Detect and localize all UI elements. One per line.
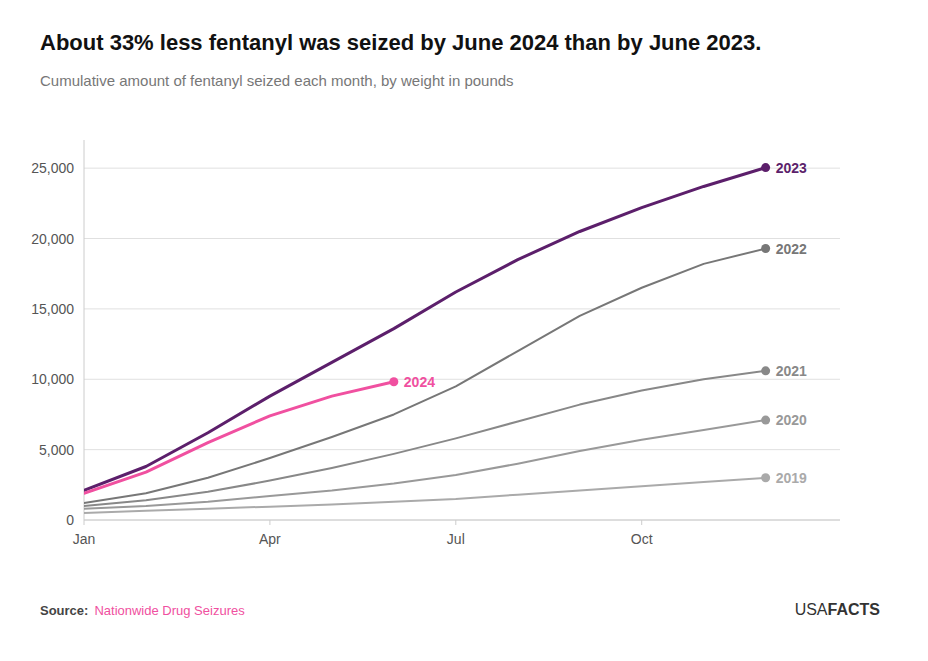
x-tick-label: Apr xyxy=(259,531,281,547)
grid-line xyxy=(84,168,840,169)
plot-area xyxy=(84,163,770,513)
x-axis xyxy=(84,520,840,521)
x-tick-label: Jul xyxy=(447,531,465,547)
series-line xyxy=(84,168,766,491)
branding-part: FACTS xyxy=(828,601,881,618)
subtitle: Cumulative amount of fentanyl seized eac… xyxy=(40,72,514,89)
x-tick xyxy=(455,520,456,525)
grid-line xyxy=(84,238,840,239)
series-label: 2022 xyxy=(776,241,807,257)
title: About 33% less fentanyl was seized by Ju… xyxy=(40,30,761,55)
y-tick-label: 15,000 xyxy=(31,301,74,317)
y-tick-label: 5,000 xyxy=(39,442,74,458)
end-point xyxy=(761,163,770,172)
end-point xyxy=(761,473,770,482)
chart: About 33% less fentanyl was seized by Ju… xyxy=(0,0,928,661)
series-label: 2019 xyxy=(776,470,807,486)
y-tick-label: 20,000 xyxy=(31,231,74,247)
x-tick-label: Jan xyxy=(73,531,96,547)
grid-line xyxy=(84,379,840,380)
series-label: 2023 xyxy=(776,160,807,176)
grid-line xyxy=(84,520,840,521)
x-tick-label: Oct xyxy=(631,531,653,547)
series-line xyxy=(84,371,766,506)
y-axis xyxy=(84,140,85,520)
series-label: 2020 xyxy=(776,412,807,428)
branding: USAFACTS xyxy=(795,601,881,618)
end-point xyxy=(761,244,770,253)
end-point xyxy=(389,377,398,386)
source-label: Source: xyxy=(40,603,88,618)
end-point xyxy=(761,416,770,425)
y-tick-label: 10,000 xyxy=(31,371,74,387)
branding-part: USA xyxy=(795,601,828,618)
grid-line xyxy=(84,308,840,309)
x-tick xyxy=(641,520,642,525)
source-text: Nationwide Drug Seizures xyxy=(94,603,245,618)
series-line xyxy=(84,249,766,504)
x-tick xyxy=(84,520,85,525)
series-label: 2021 xyxy=(776,363,807,379)
series-label: 2024 xyxy=(404,374,435,390)
y-tick-label: 0 xyxy=(66,512,74,528)
end-point xyxy=(761,366,770,375)
grid-line xyxy=(84,449,840,450)
x-tick xyxy=(269,520,270,525)
y-tick-label: 25,000 xyxy=(31,160,74,176)
series-line xyxy=(84,382,394,494)
grid xyxy=(84,168,840,520)
